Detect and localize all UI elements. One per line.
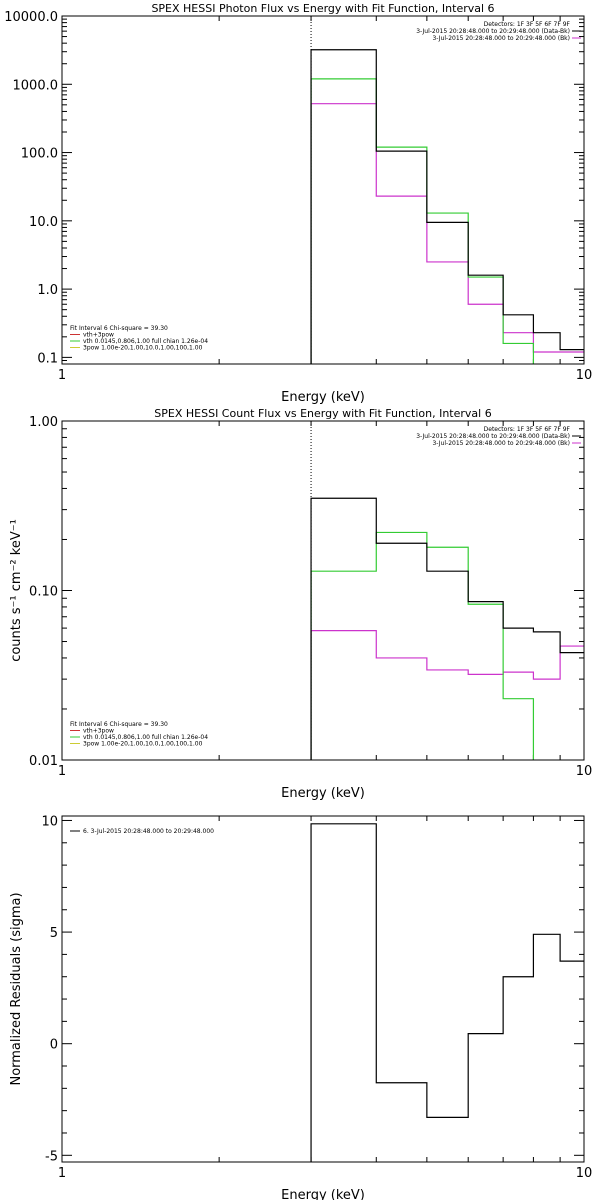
header-line: 3-Jul-2015 20:28:48.000 to 20:29:48.000 …: [432, 35, 570, 42]
x-tick-label: 1: [58, 368, 66, 383]
x-tick-label: 1: [58, 764, 66, 779]
legend-entry: 3pow 1.00e-20,1.00,10.0,1.00,100,1.00: [83, 345, 203, 352]
series-group: [310, 49, 584, 364]
y-tick-label: -5: [45, 1149, 58, 1164]
plot-frame: [61, 15, 585, 365]
series-line-1: [310, 823, 584, 1162]
chart-title: SPEX HESSI Photon Flux vs Energy with Fi…: [151, 2, 494, 15]
header-line: 3-Jul-2015 20:28:48.000 to 20:29:48.000 …: [416, 433, 570, 440]
chart-panel-1: SPEX HESSI Photon Flux vs Energy with Fi…: [4, 2, 593, 405]
y-tick-label: 1000.0: [13, 78, 59, 93]
x-axis-label: Energy (keV): [281, 390, 365, 405]
series-line-3: [310, 629, 584, 760]
x-axis-label: Energy (keV): [281, 786, 365, 801]
series-line-1: [310, 497, 584, 760]
legend-entry: vth 0.0145,0.806,1.00 full chian 1.26e-0…: [83, 734, 208, 741]
y-axis-label: Normalized Residuals (sigma): [9, 892, 24, 1085]
series-line-1: [310, 49, 584, 364]
header-line: 3-Jul-2015 20:28:48.000 to 20:29:48.000 …: [416, 28, 570, 35]
x-tick-label: 10: [576, 368, 593, 383]
y-tick-label: 100.0: [21, 147, 58, 162]
y-tick-label: 0: [50, 1038, 58, 1053]
y-tick-label: 1.00: [29, 415, 58, 430]
y-tick-label: 10: [41, 814, 58, 829]
x-tick-label: 10: [576, 764, 593, 779]
series-line-2: [310, 78, 535, 364]
y-axis-label: counts s⁻¹ cm⁻² keV⁻¹: [9, 519, 24, 662]
chart-panel-2: SPEX HESSI Count Flux vs Energy with Fit…: [9, 407, 593, 801]
header-line: 3-Jul-2015 20:28:48.000 to 20:29:48.000 …: [432, 440, 570, 447]
x-axis-label: Energy (keV): [281, 1188, 365, 1200]
y-tick-label: 10.0: [29, 215, 58, 230]
header-line: Detectors: 1F 3F 5F 6F 7F 9F: [484, 21, 571, 28]
x-tick-label: 10: [576, 1166, 593, 1181]
y-tick-label: 1.0: [37, 283, 58, 298]
y-tick-label: 5: [50, 926, 58, 941]
legend-entry: vth 0.0145,0.806,1.00 full chian 1.26e-0…: [83, 338, 208, 345]
plot-frame: [61, 815, 585, 1163]
y-tick-label: 0.1: [37, 351, 58, 366]
legend-entry: Fit Interval 6 Chi-square = 39.30: [70, 325, 168, 332]
series-line-3: [310, 103, 584, 364]
legend-entry: 6. 3-Jul-2015 20:28:48.000 to 20:29:48.0…: [83, 828, 214, 835]
series-line-2: [310, 531, 535, 760]
y-tick-label: 10000.0: [4, 10, 58, 25]
y-tick-label: 0.10: [29, 585, 58, 600]
legend-entry: vth+3pow: [83, 332, 114, 339]
chart-title: SPEX HESSI Count Flux vs Energy with Fit…: [154, 407, 491, 420]
x-tick-label: 1: [58, 1166, 66, 1181]
chart-panel-3: 1 10 -5 0 5 10 Energy (keV) Normalized Residual…: [9, 814, 592, 1200]
series-group: [310, 823, 584, 1162]
legend-entry: vth+3pow: [83, 728, 114, 735]
series-group: [310, 497, 584, 760]
plot-frame: [61, 420, 585, 761]
legend-entry: 3pow 1.00e-20,1.00,10.0,1.00,100,1.00: [83, 741, 203, 748]
header-line: Detectors: 1F 3F 5F 6F 7F 9F: [484, 426, 571, 433]
legend-entry: Fit Interval 6 Chi-square = 39.30: [70, 721, 168, 728]
y-tick-label: 0.01: [29, 754, 58, 769]
